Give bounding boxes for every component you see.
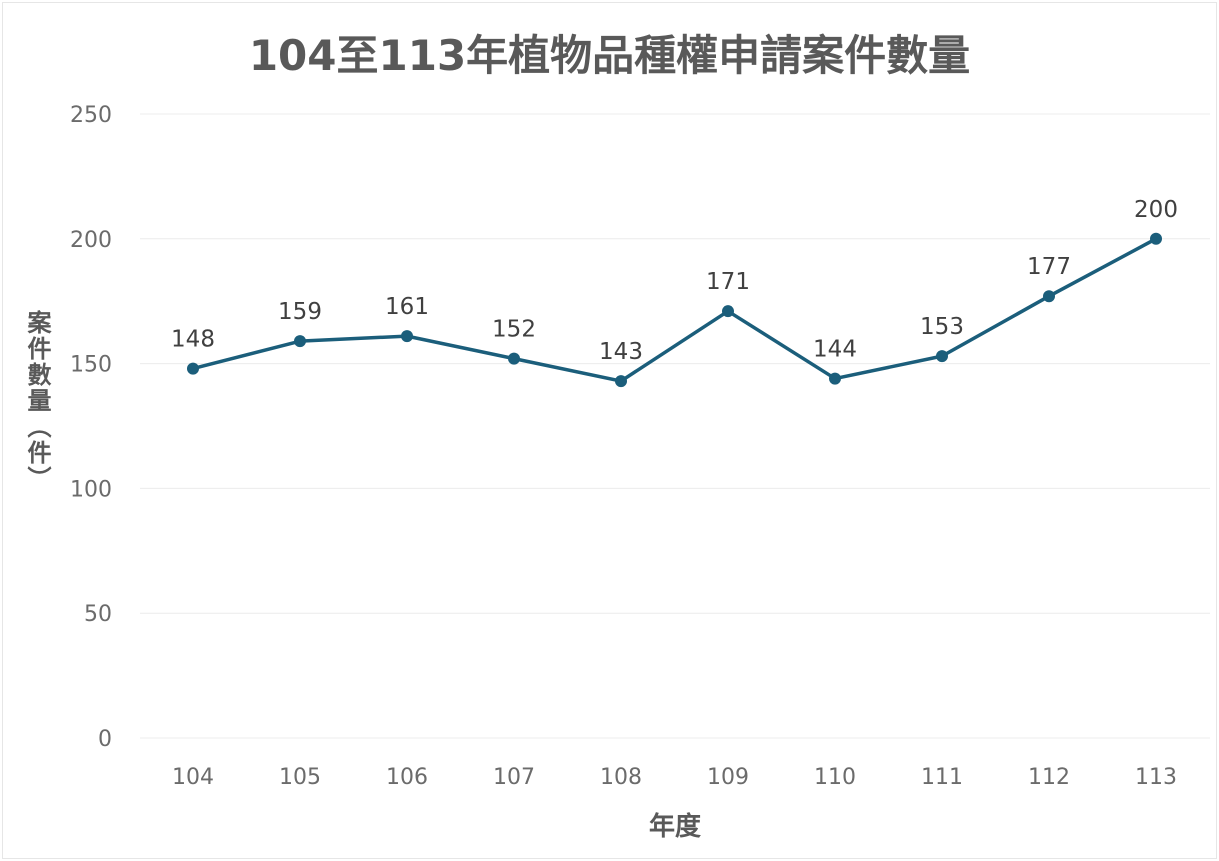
- data-point: [829, 372, 841, 385]
- data-point: [615, 375, 627, 388]
- x-tick-label: 106: [386, 765, 428, 790]
- data-point: [936, 350, 948, 363]
- x-tick-label: 113: [1135, 765, 1177, 790]
- data-label: 161: [385, 294, 429, 320]
- y-tick-label: 100: [70, 477, 112, 502]
- data-label: 153: [920, 314, 964, 340]
- x-axis-label: 年度: [648, 812, 701, 842]
- x-tick-label: 105: [279, 765, 321, 790]
- x-tick-label: 109: [707, 765, 749, 790]
- y-tick-label: 150: [70, 353, 112, 378]
- data-point: [401, 330, 413, 343]
- data-label: 148: [171, 327, 215, 353]
- data-point: [187, 362, 199, 375]
- series-line: [192, 237, 1157, 383]
- data-point: [1043, 290, 1055, 303]
- y-axis-label: 案件數量（件）: [23, 310, 51, 492]
- x-tick-label: 110: [814, 765, 856, 790]
- data-point: [1150, 232, 1162, 245]
- data-label: 143: [599, 339, 643, 365]
- data-label: 152: [492, 317, 536, 343]
- x-tick-label: 107: [493, 765, 535, 790]
- data-point: [294, 335, 306, 348]
- y-tick-label: 250: [70, 103, 112, 128]
- data-label: 177: [1027, 254, 1071, 280]
- y-tick-label: 0: [98, 727, 112, 752]
- x-tick-label: 111: [921, 765, 963, 790]
- x-tick-label: 108: [600, 765, 642, 790]
- data-label: 159: [278, 299, 322, 325]
- x-tick-label: 112: [1028, 765, 1070, 790]
- data-label: 200: [1134, 197, 1178, 223]
- y-tick-label: 200: [70, 228, 112, 253]
- y-tick-label: 50: [84, 602, 112, 627]
- data-point: [508, 352, 520, 365]
- chart-title: 104至113年植物品種權申請案件數量: [248, 31, 971, 80]
- data-point: [722, 305, 734, 318]
- data-label: 171: [706, 269, 750, 295]
- x-tick-label: 104: [172, 765, 214, 790]
- data-label: 144: [813, 337, 857, 363]
